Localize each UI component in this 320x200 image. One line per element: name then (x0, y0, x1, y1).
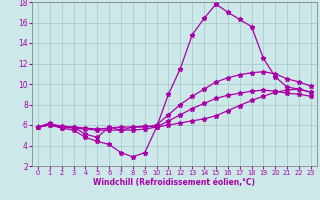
X-axis label: Windchill (Refroidissement éolien,°C): Windchill (Refroidissement éolien,°C) (93, 178, 255, 187)
